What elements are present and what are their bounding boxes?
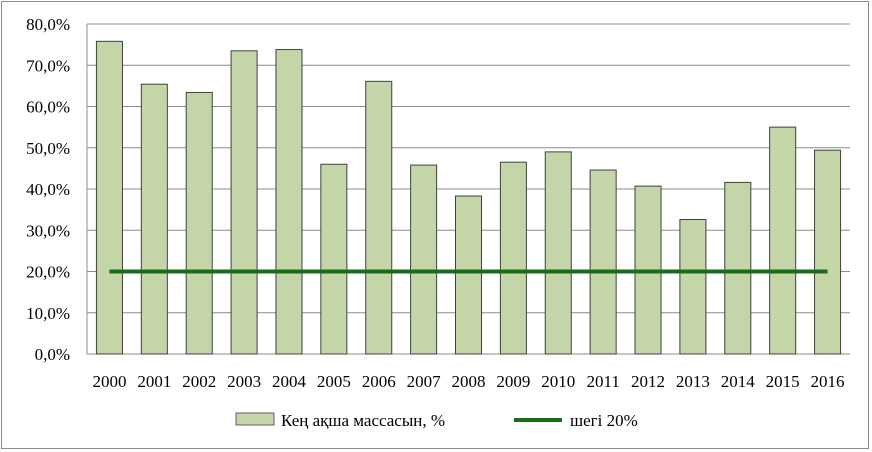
- x-tick-label: 2002: [182, 372, 216, 391]
- y-tick-label: 30,0%: [26, 221, 70, 240]
- bar: [95, 40, 123, 355]
- bar: [365, 80, 393, 355]
- x-axis: 2000 2001 2002 2003 2004 2005 2006 2007 2008 2009…: [92, 372, 844, 391]
- x-tick-label: 2007: [407, 372, 442, 391]
- y-tick-label: 0,0%: [35, 345, 70, 364]
- x-tick-label: 2013: [676, 372, 710, 391]
- y-tick-label: 40,0%: [26, 180, 70, 199]
- bar: [589, 169, 617, 355]
- x-tick-label: 2010: [541, 372, 575, 391]
- bar: [544, 151, 572, 355]
- bar: [230, 50, 258, 355]
- x-tick-label: 2000: [92, 372, 126, 391]
- y-tick-label: 10,0%: [26, 304, 70, 323]
- bar-series: [95, 40, 842, 355]
- x-tick-label: 2009: [496, 372, 530, 391]
- y-tick-label: 70,0%: [26, 56, 70, 75]
- bar: [320, 163, 348, 355]
- bar: [185, 91, 213, 355]
- bar: [814, 149, 842, 355]
- bar: [769, 126, 797, 355]
- y-axis: 0,0% 10,0% 20,0% 30,0% 40,0% 50,0% 60,0% 70,0% 8…: [26, 15, 88, 364]
- legend-label-threshold: шегі 20%: [570, 411, 638, 430]
- bar: [140, 83, 168, 355]
- gridlines: [87, 23, 850, 355]
- y-tick-label: 50,0%: [26, 139, 70, 158]
- x-tick-label: 2014: [721, 372, 756, 391]
- x-tick-label: 2012: [631, 372, 665, 391]
- y-tick-label: 60,0%: [26, 98, 70, 117]
- x-tick-label: 2004: [272, 372, 307, 391]
- bar: [454, 195, 483, 355]
- x-tick-label: 2005: [317, 372, 351, 391]
- x-tick-label: 2016: [811, 372, 845, 391]
- x-tick-label: 2015: [766, 372, 800, 391]
- legend-label-bars: Кең ақша массасын, %: [281, 411, 445, 430]
- x-tick-label: 2006: [362, 372, 396, 391]
- x-tick-label: 2011: [586, 372, 619, 391]
- x-tick-label: 2003: [227, 372, 261, 391]
- x-tick-label: 2001: [137, 372, 171, 391]
- bar: [679, 219, 707, 355]
- bar: [275, 49, 303, 355]
- bar: [499, 161, 527, 355]
- legend: Кең ақша массасын, % шегі 20%: [235, 411, 638, 430]
- bar: [724, 181, 752, 355]
- legend-swatch-bars: [235, 412, 275, 426]
- y-tick-label: 80,0%: [26, 15, 70, 34]
- x-tick-label: 2008: [452, 372, 486, 391]
- y-tick-label: 20,0%: [26, 263, 70, 282]
- bar: [410, 164, 438, 355]
